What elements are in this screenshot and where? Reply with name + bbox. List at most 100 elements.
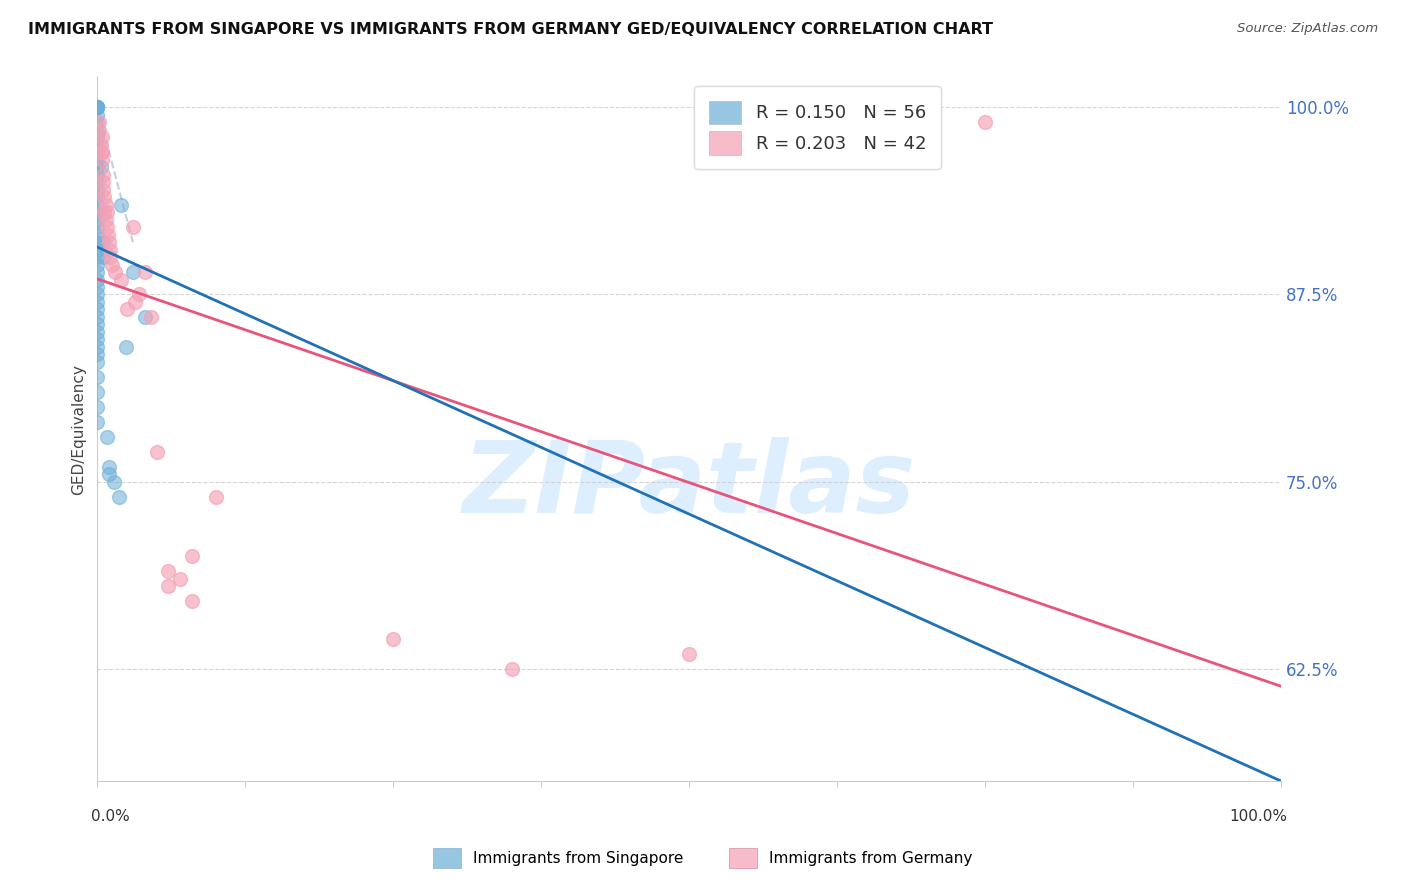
Point: [86, 220, 108, 235]
Point: [94, 197, 117, 211]
Point: [86, 243, 108, 257]
Point: [86, 123, 108, 137]
Point: [98, 250, 121, 264]
Point: [121, 265, 143, 279]
Point: [86, 153, 108, 167]
Point: [169, 572, 191, 586]
Point: [86, 355, 108, 369]
Point: [91, 175, 114, 189]
Point: [93, 205, 115, 219]
Point: [204, 490, 226, 504]
Point: [86, 100, 108, 114]
Point: [86, 250, 108, 264]
Point: [100, 258, 122, 272]
Point: [86, 137, 108, 152]
Point: [181, 549, 204, 564]
Point: [86, 161, 108, 175]
Point: [86, 310, 108, 324]
Point: [86, 212, 108, 227]
Legend: Immigrants from Singapore, Immigrants from Germany: Immigrants from Singapore, Immigrants fr…: [426, 840, 980, 875]
Point: [86, 130, 108, 145]
Point: [181, 594, 204, 608]
Point: [86, 302, 108, 317]
Point: [86, 325, 108, 339]
Point: [115, 302, 138, 317]
Point: [86, 415, 108, 429]
Point: [121, 220, 143, 235]
Point: [86, 340, 108, 354]
Point: [678, 647, 700, 661]
Text: 0.0%: 0.0%: [91, 809, 131, 824]
Point: [90, 145, 112, 160]
Point: [104, 265, 127, 279]
Point: [124, 295, 146, 310]
Point: [974, 115, 997, 129]
Point: [90, 161, 112, 175]
Point: [110, 272, 132, 286]
Point: [86, 145, 108, 160]
Point: [97, 227, 120, 242]
Point: [86, 183, 108, 197]
Point: [87, 123, 110, 137]
Point: [90, 137, 112, 152]
Point: [501, 662, 523, 676]
Point: [86, 295, 108, 310]
Point: [86, 115, 108, 129]
Point: [86, 190, 108, 204]
Point: [91, 250, 114, 264]
Point: [96, 205, 118, 219]
Point: [86, 100, 108, 114]
Point: [86, 258, 108, 272]
Point: [86, 272, 108, 286]
Point: [98, 243, 121, 257]
Point: [94, 212, 117, 227]
Point: [86, 287, 108, 301]
Y-axis label: GED/Equivalency: GED/Equivalency: [72, 364, 86, 495]
Point: [114, 340, 136, 354]
Text: ZIPatlas: ZIPatlas: [463, 437, 915, 534]
Text: IMMIGRANTS FROM SINGAPORE VS IMMIGRANTS FROM GERMANY GED/EQUIVALENCY CORRELATION: IMMIGRANTS FROM SINGAPORE VS IMMIGRANTS …: [28, 22, 993, 37]
Point: [93, 190, 115, 204]
Point: [86, 168, 108, 182]
Point: [86, 347, 108, 361]
Text: 100.0%: 100.0%: [1229, 809, 1286, 824]
Point: [87, 115, 110, 129]
Point: [157, 565, 180, 579]
Text: Source: ZipAtlas.com: Source: ZipAtlas.com: [1237, 22, 1378, 36]
Point: [91, 130, 114, 145]
Point: [86, 384, 108, 399]
Point: [110, 197, 132, 211]
Point: [91, 235, 114, 249]
Point: [86, 235, 108, 249]
Point: [91, 183, 114, 197]
Point: [134, 265, 156, 279]
Point: [91, 145, 114, 160]
Point: [382, 632, 405, 646]
Point: [86, 318, 108, 332]
Point: [86, 227, 108, 242]
Point: [86, 108, 108, 122]
Point: [86, 100, 108, 114]
Point: [98, 467, 121, 482]
Point: [107, 490, 129, 504]
Point: [134, 310, 156, 324]
Point: [91, 168, 114, 182]
Point: [91, 153, 114, 167]
Point: [86, 265, 108, 279]
Point: [86, 100, 108, 114]
Point: [157, 579, 180, 593]
Point: [86, 175, 108, 189]
Point: [86, 100, 108, 114]
Point: [145, 444, 167, 458]
Point: [96, 220, 118, 235]
Point: [86, 205, 108, 219]
Point: [86, 369, 108, 384]
Point: [139, 310, 162, 324]
Point: [98, 235, 121, 249]
Point: [86, 197, 108, 211]
Point: [98, 459, 121, 474]
Point: [86, 400, 108, 414]
Point: [96, 430, 118, 444]
Legend: R = 0.150   N = 56, R = 0.203   N = 42: R = 0.150 N = 56, R = 0.203 N = 42: [695, 87, 941, 169]
Point: [103, 475, 125, 489]
